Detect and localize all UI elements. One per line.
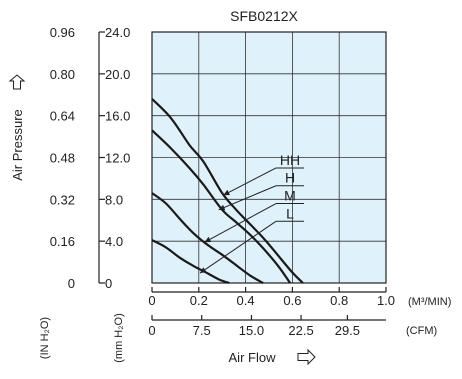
series-lines: [151, 98, 304, 285]
x-tick-label-cfm: 29.5: [335, 323, 360, 338]
series-leader-arrow: [204, 203, 277, 243]
y-tick-label-mm: 20.0: [105, 67, 130, 82]
plot-frame: [151, 31, 387, 284]
x-axis-label: Air Flow: [229, 350, 277, 365]
x-tick-label-cfm: 7.5: [193, 323, 211, 338]
series-line-m: [151, 192, 264, 284]
y-tick-label-in: 0.16: [50, 234, 75, 249]
x-tick-label-m3: 0.4: [237, 293, 255, 308]
x-tick-label-m3: 0.8: [330, 293, 348, 308]
y-tick-label-mm: 24.0: [105, 25, 130, 40]
chart-title: SFB0212X: [230, 8, 298, 24]
series-leader-arrow: [223, 167, 277, 196]
y-tick-label-mm: 12.0: [105, 151, 130, 166]
series-line-hh: [151, 98, 304, 284]
x-tick-label-m3: 0.2: [190, 293, 208, 308]
series-leader-arrow: [218, 185, 277, 211]
y-axis-label-group: Air Pressure: [8, 74, 26, 181]
y-tick-label-in: 0.48: [50, 151, 75, 166]
x-tick-label-cfm: 22.5: [288, 323, 313, 338]
x-unit-m3: (M³/MIN): [408, 296, 451, 308]
y-unit-mmh2o: (mm H₂O): [113, 313, 125, 362]
y-tick-label-mm: 16.0: [105, 109, 130, 124]
arrow-up-icon: [8, 74, 26, 90]
y-tick-label-in: 0.32: [50, 192, 75, 207]
y-unit-inh2o: (IN H₂O): [39, 317, 51, 359]
y-tick-label-in: 0.64: [50, 109, 75, 124]
series-line-h: [151, 129, 291, 284]
series-label-hh: HH: [280, 152, 300, 168]
series-label-h: H: [285, 170, 295, 186]
series-leader-arrow: [199, 220, 277, 274]
grid-lines: [151, 31, 387, 284]
arrow-right-icon: [297, 348, 316, 366]
series-line-l: [151, 239, 230, 285]
x-tick-label-m3: 0: [148, 293, 155, 308]
y-tick-label-in: 0: [68, 276, 75, 291]
series-label-m: M: [284, 188, 296, 204]
y-tick-label-mm: 4.0: [105, 234, 123, 249]
x-tick-label-cfm: 0: [148, 323, 155, 338]
y-tick-label-in: 0.80: [50, 67, 75, 82]
y-axis-label: Air Pressure: [10, 109, 25, 181]
y-tick-label-mm: 0: [105, 276, 112, 291]
x-tick-label-m3: 0.6: [283, 293, 301, 308]
x-unit-cfm: (CFM): [406, 325, 437, 337]
x-tick-label-cfm: 15.0: [239, 323, 264, 338]
y-tick-label-mm: 8.0: [105, 192, 123, 207]
series-label-l: L: [286, 205, 294, 221]
x-tick-label-m3: 1.0: [377, 293, 395, 308]
y-tick-label-in: 0.96: [50, 25, 75, 40]
axes: 0 4.0 8.0 12.0 16.0 20.0 24.0 0 0.16 0.32 0.48 0.64…: [50, 25, 395, 338]
